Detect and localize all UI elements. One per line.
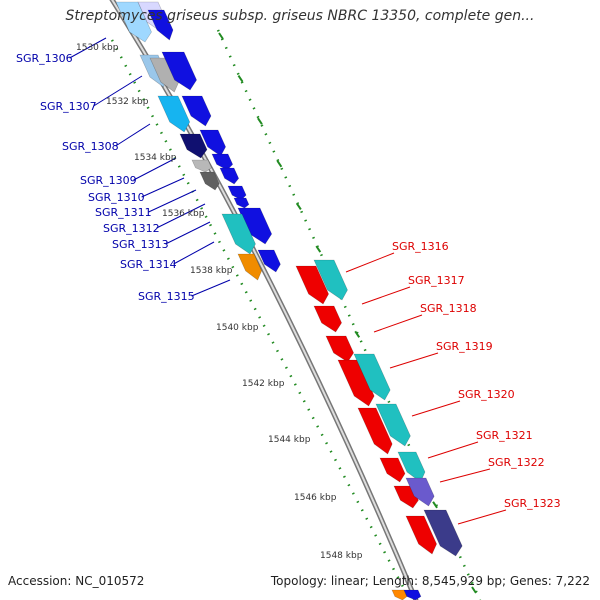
gene-glyph[interactable] bbox=[115, 1, 152, 43]
gene-features bbox=[115, 1, 463, 600]
gene-label-sgr_1311[interactable]: SGR_1311 bbox=[95, 206, 152, 219]
gene-glyph[interactable] bbox=[191, 159, 212, 173]
gene-glyph[interactable] bbox=[219, 167, 240, 185]
gene-glyph[interactable] bbox=[181, 95, 212, 127]
gene-label-sgr_1313[interactable]: SGR_1313 bbox=[112, 238, 169, 251]
gene-glyph[interactable] bbox=[325, 335, 354, 363]
gene-glyph[interactable] bbox=[157, 95, 191, 133]
ruler-tick-mark bbox=[471, 586, 477, 594]
label-leader-line bbox=[411, 400, 461, 417]
label-leader-line bbox=[69, 37, 107, 59]
ruler-dotted-line bbox=[110, 39, 412, 600]
ruler-tick-mark bbox=[354, 330, 361, 338]
gene-glyph[interactable] bbox=[313, 259, 348, 301]
ruler-tick-mark bbox=[432, 501, 438, 509]
gene-glyph[interactable] bbox=[237, 253, 262, 281]
gene-glyph[interactable] bbox=[161, 51, 197, 91]
label-leader-line bbox=[427, 441, 479, 459]
gene-glyph[interactable] bbox=[199, 129, 226, 157]
gene-glyph[interactable] bbox=[227, 185, 247, 201]
gene-label-sgr_1310[interactable]: SGR_1310 bbox=[88, 191, 145, 204]
label-leader-line bbox=[439, 468, 491, 483]
gene-label-sgr_1314[interactable]: SGR_1314 bbox=[120, 258, 177, 271]
label-leader-line bbox=[389, 352, 439, 369]
gene-label-sgr_1315[interactable]: SGR_1315 bbox=[138, 290, 195, 303]
label-leader-line bbox=[191, 279, 231, 297]
ruler-labels: 1530 kbp 1532 kbp 1534 kbp 1536 kbp 1538 kbp… bbox=[76, 43, 363, 561]
label-leader-line bbox=[457, 509, 507, 525]
gene-glyph[interactable] bbox=[423, 509, 463, 557]
gene-glyph[interactable] bbox=[233, 197, 250, 209]
gene-glyph[interactable] bbox=[397, 451, 426, 483]
gene-glyph[interactable] bbox=[211, 153, 234, 171]
gene-glyph[interactable] bbox=[337, 359, 375, 407]
gene-glyph[interactable] bbox=[147, 9, 174, 41]
map-title: Streptomyces griseus subsp. griseus NBRC… bbox=[65, 8, 535, 24]
gene-glyph[interactable] bbox=[295, 265, 329, 305]
gene-label-sgr_1307[interactable]: SGR_1307 bbox=[40, 100, 97, 113]
ruler-tick-label: 1540 kbp bbox=[216, 323, 259, 333]
label-leader-line bbox=[165, 221, 211, 245]
ruler-tick-label: 1542 kbp bbox=[242, 379, 285, 389]
ruler-tick-label: 1544 kbp bbox=[268, 435, 311, 445]
label-leader-line bbox=[373, 314, 423, 333]
gene-glyph[interactable] bbox=[257, 249, 281, 273]
gene-glyph[interactable] bbox=[405, 515, 437, 555]
gene-label-sgr_1312[interactable]: SGR_1312 bbox=[103, 222, 160, 235]
ruler-tick-mark bbox=[315, 245, 322, 253]
label-leader-line bbox=[93, 75, 143, 107]
ruler-tick-mark bbox=[296, 202, 302, 211]
ruler-tick-mark bbox=[237, 75, 244, 83]
ruler-tick-label: 1548 kbp bbox=[320, 551, 363, 561]
gene-glyph[interactable] bbox=[405, 477, 435, 507]
gene-glyph[interactable] bbox=[375, 403, 411, 447]
label-leader-line bbox=[361, 286, 411, 305]
gene-label-sgr_1319[interactable]: SGR_1319 bbox=[436, 340, 493, 353]
ruler-tick-label: 1532 kbp bbox=[106, 97, 149, 107]
label-leader-line bbox=[148, 189, 197, 213]
gene-glyph[interactable] bbox=[313, 305, 342, 333]
gene-glyph[interactable] bbox=[179, 133, 208, 159]
gene-glyph[interactable] bbox=[353, 353, 391, 401]
gene-label-sgr_1321[interactable]: SGR_1321 bbox=[476, 429, 533, 442]
label-leader-line bbox=[133, 157, 177, 181]
gene-label-sgr_1320[interactable]: SGR_1320 bbox=[458, 388, 515, 401]
gene-label-sgr_1306[interactable]: SGR_1306 bbox=[16, 52, 73, 65]
label-leader-line bbox=[141, 177, 185, 198]
ruler-tick-label: 1530 kbp bbox=[76, 43, 119, 53]
gene-label-sgr_1316[interactable]: SGR_1316 bbox=[392, 240, 449, 253]
gene-label-sgr_1309[interactable]: SGR_1309 bbox=[80, 174, 137, 187]
label-leader-line bbox=[345, 252, 395, 273]
ruler-tick-label: 1536 kbp bbox=[162, 209, 205, 219]
gene-glyph[interactable] bbox=[403, 589, 422, 600]
gene-label-sgr_1323[interactable]: SGR_1323 bbox=[504, 497, 561, 510]
ruler-tick-mark bbox=[218, 32, 224, 40]
ruler-tick-mark bbox=[257, 117, 263, 125]
gene-glyph[interactable] bbox=[379, 457, 406, 483]
label-leaders bbox=[69, 37, 507, 525]
gene-glyph[interactable] bbox=[199, 171, 220, 191]
gene-glyph[interactable] bbox=[391, 589, 408, 600]
gene-glyph[interactable] bbox=[221, 213, 256, 255]
gene-label-sgr_1308[interactable]: SGR_1308 bbox=[62, 140, 119, 153]
ruler-tick-mark bbox=[276, 160, 283, 168]
gene-labels: SGR_1306 SGR_1307 SGR_1308 SGR_1309 SGR_1310… bbox=[16, 52, 561, 510]
accession-text: Accession: NC_010572 bbox=[8, 574, 145, 588]
gene-label-sgr_1322[interactable]: SGR_1322 bbox=[488, 456, 545, 469]
gene-glyph[interactable] bbox=[357, 407, 393, 455]
gene-label-sgr_1318[interactable]: SGR_1318 bbox=[420, 302, 477, 315]
label-leader-line bbox=[156, 203, 206, 229]
gene-label-sgr_1317[interactable]: SGR_1317 bbox=[408, 274, 465, 287]
label-leader-line bbox=[173, 241, 215, 265]
ruler-tick-label: 1534 kbp bbox=[134, 153, 177, 163]
label-leader-line bbox=[115, 123, 151, 147]
ruler-tick-label: 1538 kbp bbox=[190, 266, 233, 276]
genome-summary: Topology: linear; Length: 8,545,929 bp; … bbox=[270, 574, 590, 588]
ruler-tick-label: 1546 kbp bbox=[294, 493, 337, 503]
